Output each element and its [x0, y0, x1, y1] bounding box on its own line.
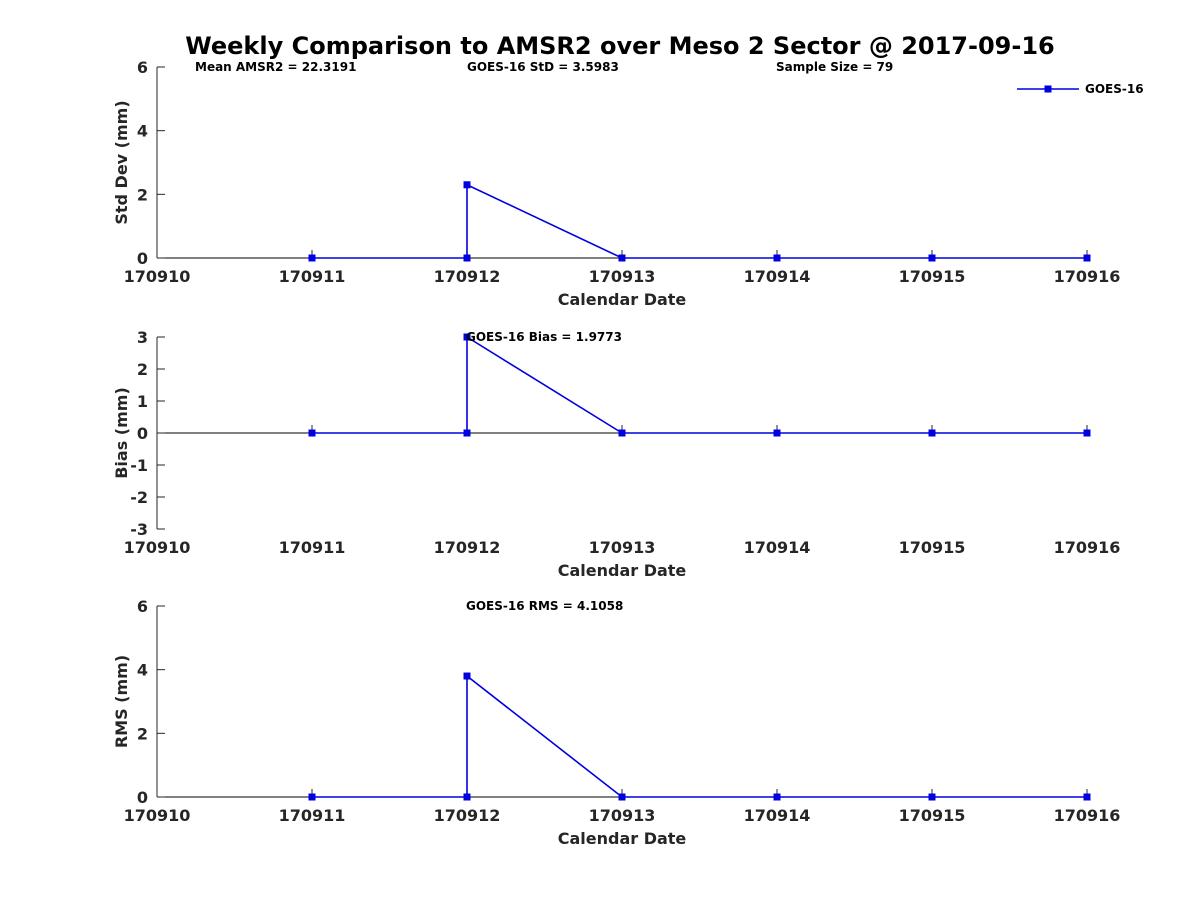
- std-dev-y-tick-label: 6: [137, 58, 148, 77]
- bias-annotation: GOES-16 Bias = 1.9773: [466, 330, 622, 344]
- rms-y-tick-label: 2: [137, 724, 148, 743]
- rms-x-tick-label: 170913: [589, 806, 656, 825]
- bias-x-tick-label: 170914: [744, 538, 811, 557]
- bias-x-tick-label: 170911: [279, 538, 346, 557]
- std-dev-y-tick-label: 0: [137, 249, 148, 268]
- std-dev-y-axis-label: Std Dev (mm): [112, 100, 131, 224]
- bias-data-point: [463, 333, 471, 341]
- std-dev-y-tick-label: 2: [137, 185, 148, 204]
- std-dev-x-tick-label: 170910: [124, 267, 191, 286]
- bias-x-tick-label: 170913: [589, 538, 656, 557]
- bias-y-tick-label: 1: [137, 392, 148, 411]
- bias-data-point: [463, 429, 471, 437]
- legend: GOES-16: [1017, 82, 1144, 96]
- bias-x-axis-label: Calendar Date: [558, 561, 687, 580]
- rms-y-axis-label: RMS (mm): [112, 655, 131, 748]
- rms-x-tick-label: 170910: [124, 806, 191, 825]
- bias-y-axis-label: Bias (mm): [112, 387, 131, 479]
- rms-annotation: GOES-16 RMS = 4.1058: [466, 599, 623, 613]
- rms-x-tick-label: 170911: [279, 806, 346, 825]
- std-dev-x-tick-label: 170913: [589, 267, 656, 286]
- std-dev-data-point: [618, 254, 626, 262]
- bias-data-point: [308, 429, 316, 437]
- std-dev-panel: 0 2 4 6 170910 170911 170912 170913 170914 170915…: [112, 58, 1120, 309]
- std-dev-x-tick-label: 170915: [899, 267, 966, 286]
- bias-y-tick-label: 2: [137, 360, 148, 379]
- bias-x-tick-label: 170912: [434, 538, 501, 557]
- bias-data-point: [1083, 429, 1091, 437]
- rms-data-point: [773, 793, 781, 801]
- std-dev-data-point: [773, 254, 781, 262]
- std-dev-x-tick-label: 170914: [744, 267, 811, 286]
- bias-data-point: [928, 429, 936, 437]
- rms-y-tick-label: 6: [137, 597, 148, 616]
- rms-data-point: [463, 793, 471, 801]
- legend-marker: [1044, 85, 1052, 93]
- std-dev-data-point: [928, 254, 936, 262]
- rms-y-tick-label: 4: [137, 661, 148, 680]
- mean-amsr2-annotation: Mean AMSR2 = 22.3191: [195, 60, 356, 74]
- bias-data-point: [618, 429, 626, 437]
- bias-panel: -3 -2 -1 0 1 2 3 170910 170911 170912 170913 170914…: [112, 328, 1120, 580]
- bias-y-tick-label: 3: [137, 328, 148, 347]
- rms-data-point: [1083, 793, 1091, 801]
- rms-data-point: [463, 672, 471, 680]
- std-dev-data-point: [1083, 254, 1091, 262]
- std-annotation: GOES-16 StD = 3.5983: [467, 60, 619, 74]
- bias-y-tick-label: 0: [137, 424, 148, 443]
- rms-x-tick-label: 170912: [434, 806, 501, 825]
- bias-y-tick-label: -1: [130, 456, 148, 475]
- std-dev-y-tick-label: 4: [137, 122, 148, 141]
- bias-x-tick-label: 170916: [1054, 538, 1121, 557]
- rms-x-tick-label: 170915: [899, 806, 966, 825]
- rms-data-point: [308, 793, 316, 801]
- std-dev-x-axis-label: Calendar Date: [558, 290, 687, 309]
- std-dev-data-point: [463, 181, 471, 189]
- std-dev-x-tick-label: 170912: [434, 267, 501, 286]
- bias-x-tick-label: 170915: [899, 538, 966, 557]
- std-dev-data-point: [308, 254, 316, 262]
- rms-x-tick-label: 170916: [1054, 806, 1121, 825]
- std-dev-data-point: [463, 254, 471, 262]
- rms-y-tick-label: 0: [137, 788, 148, 807]
- legend-label: GOES-16: [1085, 82, 1144, 96]
- sample-size-annotation: Sample Size = 79: [776, 60, 893, 74]
- rms-data-point: [618, 793, 626, 801]
- rms-data-point: [928, 793, 936, 801]
- bias-y-tick-label: -3: [130, 520, 148, 539]
- std-dev-x-tick-label: 170911: [279, 267, 346, 286]
- rms-x-tick-label: 170914: [744, 806, 811, 825]
- chart-title: Weekly Comparison to AMSR2 over Meso 2 S…: [185, 32, 1054, 60]
- std-dev-x-tick-label: 170916: [1054, 267, 1121, 286]
- bias-data-point: [773, 429, 781, 437]
- bias-x-tick-label: 170910: [124, 538, 191, 557]
- rms-x-axis-label: Calendar Date: [558, 829, 687, 848]
- bias-y-tick-label: -2: [130, 488, 148, 507]
- rms-panel: 0 2 4 6 170910 170911 170912 170913 170914 170915…: [112, 597, 1120, 848]
